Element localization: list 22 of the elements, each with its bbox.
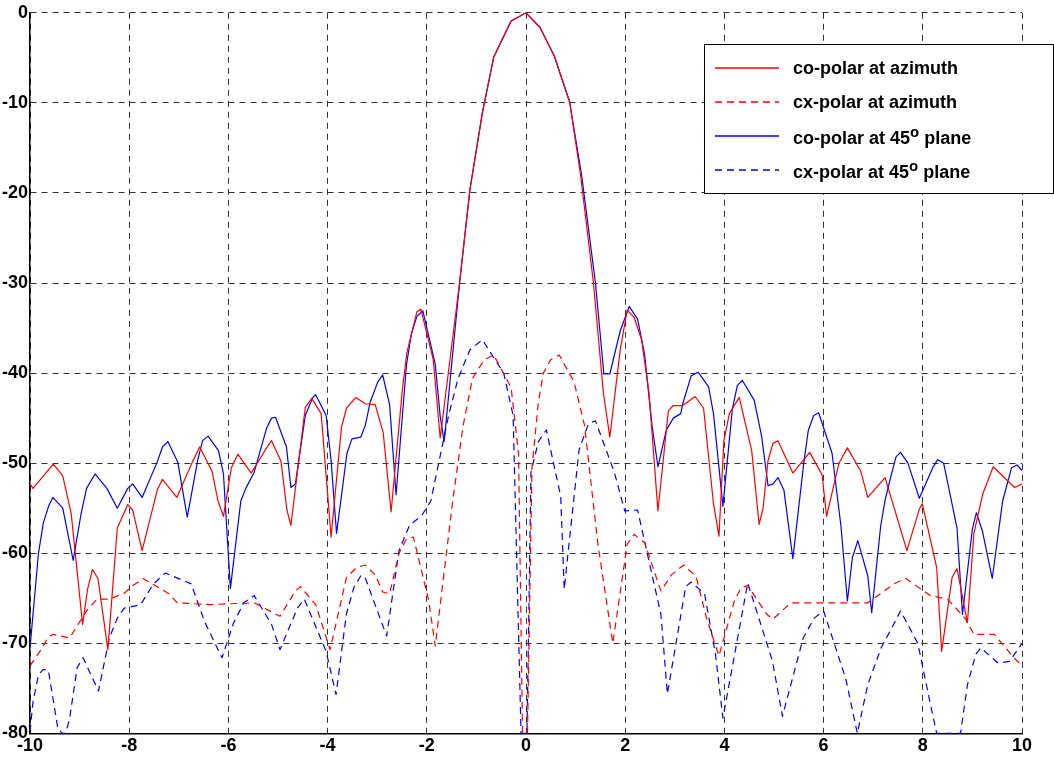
x-tick-label: 8 — [917, 735, 928, 756]
y-tick-label: -10 — [2, 91, 29, 112]
x-tick-label: 6 — [818, 735, 829, 756]
x-tick-label: 0 — [521, 735, 532, 756]
y-tick-label: -20 — [2, 181, 29, 202]
legend-label: cx-polar at 45$^{o}$ plane — [793, 157, 971, 183]
x-tick-label: -4 — [319, 735, 336, 756]
x-tick-label: 4 — [719, 735, 730, 756]
x-tick-label: 2 — [620, 735, 631, 756]
x-tick-label: 10 — [1011, 735, 1033, 756]
legend-label: cx-polar at azimuth — [793, 91, 958, 113]
legend-label: co-polar at azimuth — [793, 57, 959, 79]
y-tick-label: -60 — [2, 542, 29, 563]
y-tick-label: -50 — [2, 452, 29, 473]
y-tick-label: -30 — [2, 271, 29, 292]
y-tick-label: -70 — [2, 632, 29, 653]
y-tick-label: 0 — [18, 1, 29, 22]
x-tick-label: -6 — [220, 735, 237, 756]
legend-label: co-polar at 45$^{o}$ plane — [793, 123, 972, 149]
y-tick-label: -40 — [2, 362, 29, 383]
x-tick-label: -2 — [418, 735, 435, 756]
x-tick-label: -8 — [121, 735, 138, 756]
